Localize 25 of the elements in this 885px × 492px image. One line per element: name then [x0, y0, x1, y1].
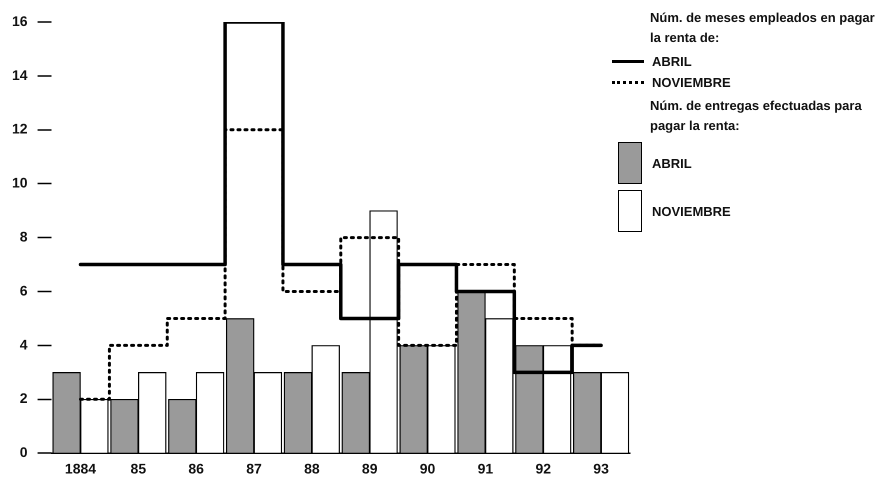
y-tick-label: 6	[20, 282, 28, 298]
x-tick-label: 86	[188, 460, 204, 476]
text: Núm. de entregas efectuadas para pagar la renta:	[650, 97, 863, 135]
x-tick-label: 1884	[64, 460, 96, 476]
x-tick-label: 90	[420, 460, 436, 476]
y-tick-label: 12	[12, 120, 28, 137]
x-tick-label: 93	[593, 460, 610, 476]
y-tick-label: 0	[20, 444, 28, 460]
x-tick-label: 89	[362, 460, 378, 476]
x-tick-label: 91	[478, 460, 494, 476]
legend-title: Núm. de meses empleados en pagar la renta de:	[650, 9, 876, 47]
x-tick-label: 85	[130, 460, 146, 476]
legend-label: ABRIL	[652, 54, 692, 69]
x-tick-label: 87	[246, 460, 262, 476]
text: NOVIEMBRE	[652, 204, 731, 218]
text: ABRIL	[652, 156, 692, 170]
y-tick-label: 10	[12, 174, 28, 191]
y-tick-label: 8	[20, 228, 28, 244]
x-tick-label: 92	[535, 460, 552, 476]
y-tick-label: 14	[12, 66, 28, 83]
legend-label: NOVIEMBRE	[652, 75, 731, 90]
y-tick-label: 4	[20, 336, 28, 352]
y-tick-label: 2	[20, 390, 28, 406]
x-tick-label: 88	[304, 460, 320, 476]
y-tick-label: 16	[12, 12, 28, 29]
